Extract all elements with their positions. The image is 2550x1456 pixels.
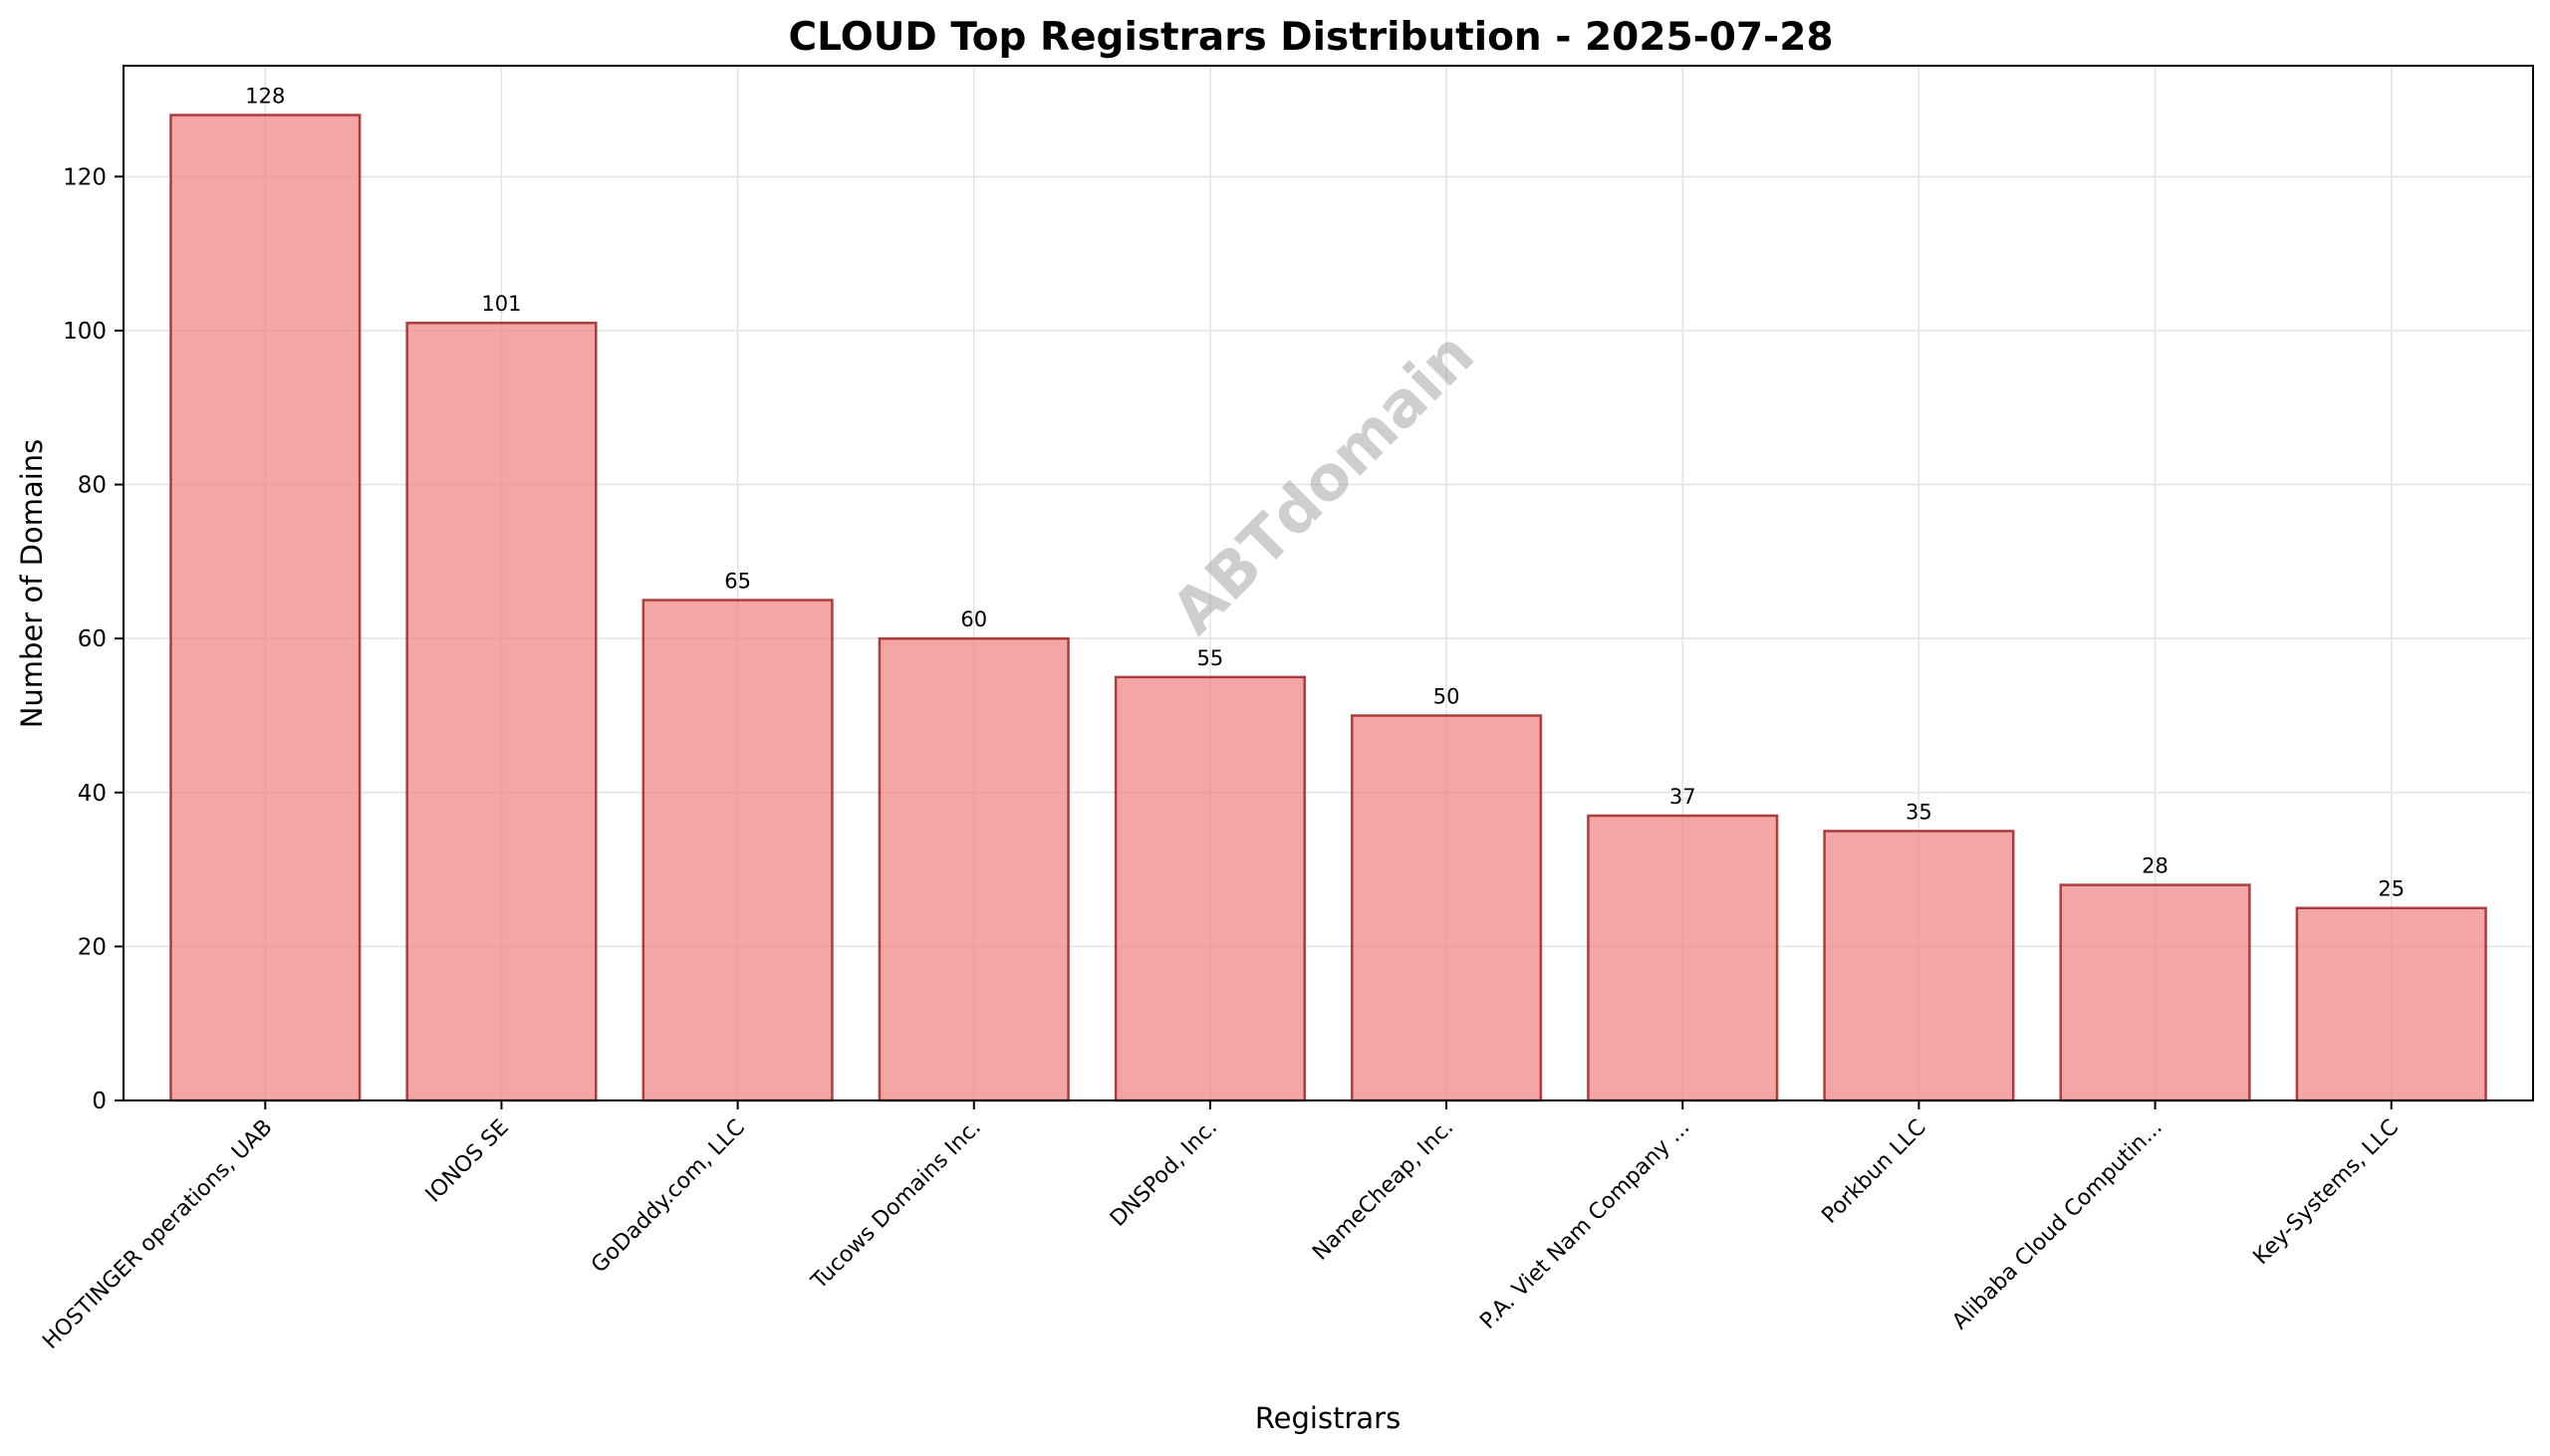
y-tick-label: 60 bbox=[78, 626, 107, 652]
data-label: 25 bbox=[2378, 877, 2405, 901]
bar bbox=[641, 599, 834, 1102]
data-label: 55 bbox=[1197, 646, 1224, 670]
y-tick-label: 40 bbox=[78, 781, 107, 807]
bar bbox=[405, 321, 598, 1102]
data-label: 37 bbox=[1669, 785, 1696, 809]
y-tick-label: 0 bbox=[92, 1089, 107, 1114]
data-label: 60 bbox=[960, 607, 987, 631]
bars bbox=[169, 114, 2487, 1102]
data-label: 50 bbox=[1433, 684, 1460, 708]
bar bbox=[878, 636, 1070, 1102]
y-axis: 0 20 40 60 80 100 120 bbox=[63, 164, 124, 1114]
data-label: 28 bbox=[2142, 854, 2168, 878]
x-axis-label: Registrars bbox=[1255, 1401, 1401, 1435]
plot-frame bbox=[123, 65, 2534, 1101]
bar bbox=[2059, 883, 2251, 1102]
data-label: 35 bbox=[1906, 800, 1932, 824]
bar bbox=[1350, 714, 1543, 1102]
chart-title: CLOUD Top Registrars Distribution - 2025… bbox=[788, 15, 1833, 60]
y-tick-label: 80 bbox=[78, 473, 107, 499]
y-tick-label: 20 bbox=[78, 934, 107, 960]
bar bbox=[2295, 906, 2487, 1102]
bar bbox=[1114, 675, 1307, 1102]
y-tick-label: 120 bbox=[63, 164, 107, 190]
data-label: 128 bbox=[245, 84, 285, 108]
bar bbox=[1823, 830, 2015, 1102]
bar bbox=[1587, 814, 1779, 1102]
data-label: 65 bbox=[724, 570, 751, 594]
y-axis-label: Number of Domains bbox=[15, 439, 49, 729]
data-labels: 128 101 65 60 55 50 37 35 28 25 bbox=[245, 84, 2405, 900]
bar bbox=[169, 114, 362, 1102]
data-label: 101 bbox=[481, 292, 521, 316]
y-tick-label: 100 bbox=[63, 319, 107, 345]
